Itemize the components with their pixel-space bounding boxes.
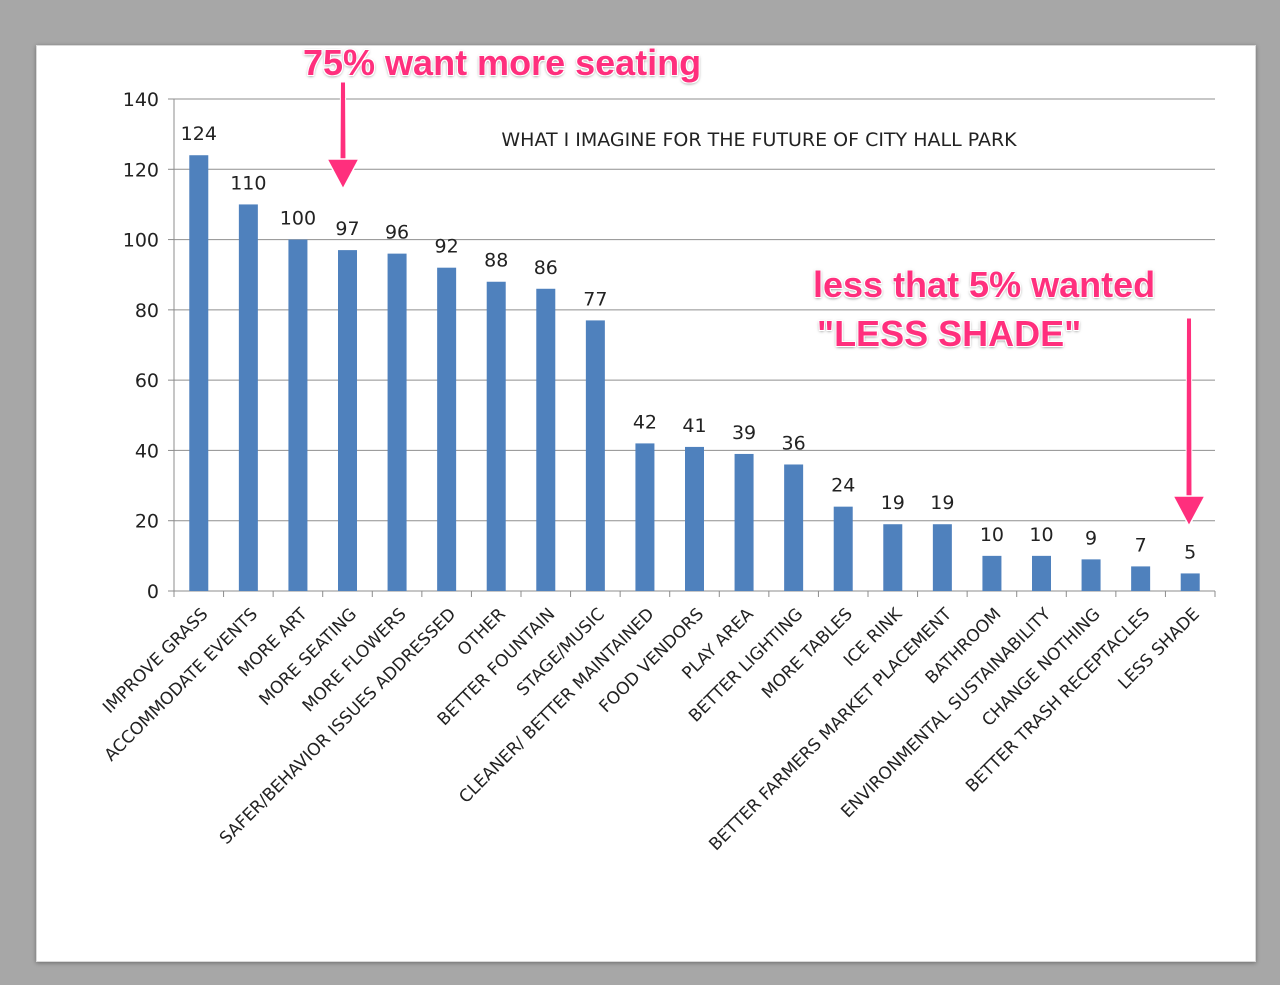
data-label: 36 xyxy=(782,432,806,454)
data-label: 92 xyxy=(435,236,459,258)
data-label: 10 xyxy=(980,524,1004,546)
annotation-less-shade-line1: less that 5% wanted xyxy=(813,264,1156,305)
y-tick-label: 60 xyxy=(135,370,159,392)
annotation-more-seating: 75% want more seating xyxy=(303,42,702,83)
data-label: 42 xyxy=(633,411,657,433)
bar xyxy=(1032,555,1051,591)
y-tick-label: 0 xyxy=(147,581,159,603)
data-label: 9 xyxy=(1085,527,1097,549)
data-label: 41 xyxy=(682,415,706,437)
bar xyxy=(238,204,258,591)
data-label: 10 xyxy=(1029,524,1053,546)
data-label: 86 xyxy=(534,257,558,279)
y-tick-label: 20 xyxy=(135,511,159,533)
data-label: 39 xyxy=(732,422,756,444)
bar xyxy=(387,253,407,591)
x-tick-label: BETTER TRASH RECEPTACLES xyxy=(962,604,1154,796)
bar xyxy=(932,524,952,591)
data-label: 7 xyxy=(1135,534,1147,556)
data-label: 97 xyxy=(335,218,359,240)
annotation-arrows xyxy=(325,81,1207,528)
bar xyxy=(734,453,754,591)
bar xyxy=(338,250,357,591)
bar xyxy=(585,320,605,591)
bar xyxy=(437,267,457,591)
x-tick-label: STAGE/MUSIC xyxy=(513,604,609,700)
bar xyxy=(982,555,1002,591)
data-label: 77 xyxy=(583,288,607,310)
data-label: 5 xyxy=(1184,541,1196,563)
y-tick-label: 40 xyxy=(135,440,159,462)
bar xyxy=(784,464,804,591)
data-label: 96 xyxy=(385,222,409,244)
y-axis-ticks: 0 20 40 60 80 100 120 140 xyxy=(123,89,159,603)
bar xyxy=(883,524,903,591)
annotation-arrow xyxy=(1171,317,1207,528)
bar xyxy=(635,443,655,591)
bar xyxy=(189,155,209,591)
y-tick-label: 100 xyxy=(123,230,159,252)
data-label: 19 xyxy=(930,492,954,514)
bar xyxy=(1180,573,1200,591)
bars xyxy=(189,155,1200,592)
chart-card: 0 20 40 60 80 100 120 140 124 110 100 97 96 92 88 86 77… xyxy=(36,42,1256,962)
y-tick-label: 120 xyxy=(123,159,159,181)
bar xyxy=(1081,559,1101,591)
data-label: 124 xyxy=(181,123,217,145)
data-label: 100 xyxy=(280,208,316,230)
data-label: 88 xyxy=(484,250,508,272)
y-tick-label: 80 xyxy=(135,300,159,322)
bar xyxy=(288,239,308,592)
chart-title: WHAT I IMAGINE FOR THE FUTURE OF CITY HA… xyxy=(501,129,1017,151)
bar xyxy=(685,446,704,591)
data-label: 110 xyxy=(230,172,266,194)
y-tick-label: 140 xyxy=(123,89,159,111)
bar xyxy=(833,506,853,591)
data-label: 24 xyxy=(831,475,855,497)
annotation-less-shade-line2: "LESS SHADE" xyxy=(817,313,1082,354)
data-label: 19 xyxy=(881,492,905,514)
bar xyxy=(1131,566,1151,591)
bar xyxy=(486,281,506,591)
bar xyxy=(536,288,556,591)
annotation-arrow xyxy=(325,81,361,191)
